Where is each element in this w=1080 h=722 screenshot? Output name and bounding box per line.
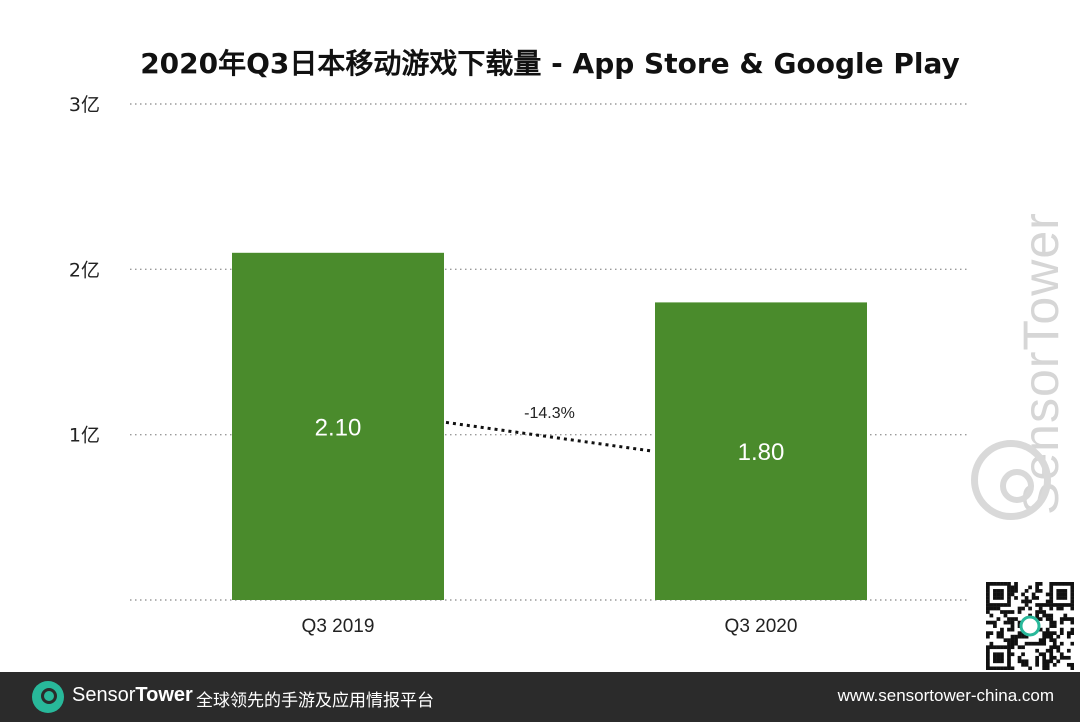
y-tick-label: 2亿 — [69, 259, 100, 281]
brand-sensor: Sensor — [72, 684, 136, 706]
sensortower-logo-icon — [32, 681, 64, 713]
change-label: -14.3% — [524, 405, 575, 422]
bar-value-label: 1.80 — [738, 439, 785, 466]
change-connector — [445, 420, 654, 453]
bar-value-labels: 2.10 1.80 — [315, 414, 785, 466]
footer-url[interactable]: www.sensortower-china.com — [837, 686, 1054, 705]
bar-chart: 1亿 2亿 3亿 2.10 1.80 Q3 2019 Q3 2020 -14.3% — [69, 94, 970, 637]
footer-tagline: 全球领先的手游及应用情报平台 — [196, 691, 434, 711]
y-tick-label: 1亿 — [69, 425, 100, 447]
bars — [232, 252, 867, 601]
footer-brand: SensorTower — [72, 684, 193, 707]
footer-bar: SensorTower 全球领先的手游及应用情报平台 www.sensortow… — [0, 672, 1080, 722]
bar — [655, 302, 867, 600]
change-annotation: -14.3% — [445, 405, 654, 453]
chart-title: 2020年Q3日本移动游戏下载量 - App Store & Google Pl… — [140, 47, 960, 80]
x-tick-label: Q3 2019 — [302, 616, 375, 637]
x-tick-labels: Q3 2019 Q3 2020 — [302, 616, 798, 637]
y-tick-labels: 1亿 2亿 3亿 — [69, 94, 100, 447]
bar — [232, 252, 444, 601]
y-tick-label: 3亿 — [69, 94, 100, 116]
bar-value-label: 2.10 — [315, 414, 362, 441]
brand-tower: Tower — [135, 684, 193, 706]
qr-code-icon — [986, 582, 1074, 670]
x-tick-label: Q3 2020 — [725, 616, 798, 637]
